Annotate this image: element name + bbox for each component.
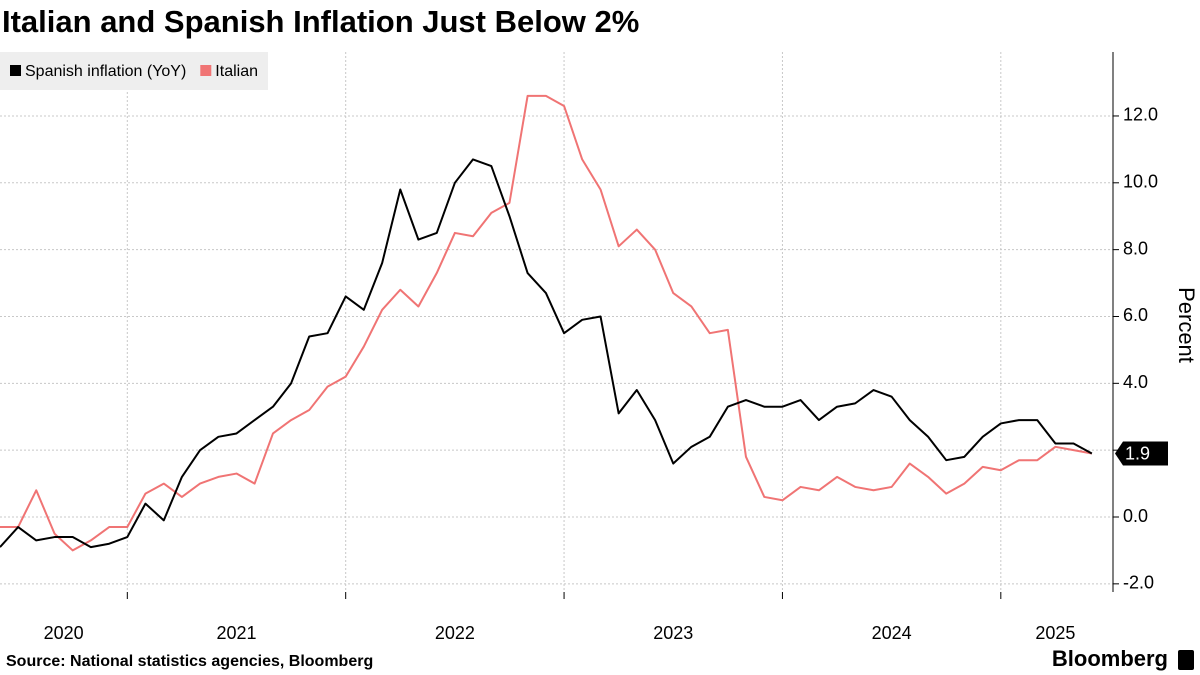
legend-swatch: [200, 65, 212, 76]
legend-box: [0, 52, 268, 90]
y-tick-label: 12.0: [1123, 105, 1158, 125]
y-tick-label: 0.0: [1123, 506, 1148, 526]
brand-icon: [1178, 650, 1194, 670]
series-line: [0, 158, 1093, 549]
legend: Spanish inflation (YoY) Italian: [0, 52, 268, 90]
source: Source: National statistics agencies, Bl…: [6, 653, 373, 670]
x-tick-label: 2021: [216, 623, 256, 643]
y-axis-label: Percent: [1174, 287, 1199, 363]
legend-swatch: [10, 65, 21, 76]
y-tick-label: 8.0: [1123, 238, 1148, 258]
legend-label: Italian: [215, 63, 258, 80]
x-tick-label: 2025: [1035, 623, 1075, 643]
value-label: 1.9: [1125, 443, 1150, 463]
chart-title: Italian and Spanish Inflation Just Below…: [2, 4, 639, 39]
y-tick-label: 4.0: [1123, 372, 1148, 392]
x-tick-label: 2023: [653, 623, 693, 643]
y-tick-label: 6.0: [1123, 305, 1148, 325]
legend-label: Spanish inflation (YoY): [25, 63, 186, 80]
value-tag: [1115, 441, 1168, 466]
y-tick-label: 10.0: [1123, 172, 1158, 192]
x-tick-label: 2022: [435, 623, 475, 643]
y-tick-label: -2.0: [1123, 573, 1154, 593]
x-tick-label: 2020: [44, 623, 84, 643]
series-line: [0, 94, 1093, 552]
branding: Bloomberg: [1052, 646, 1168, 671]
x-tick-label: 2024: [872, 623, 912, 643]
